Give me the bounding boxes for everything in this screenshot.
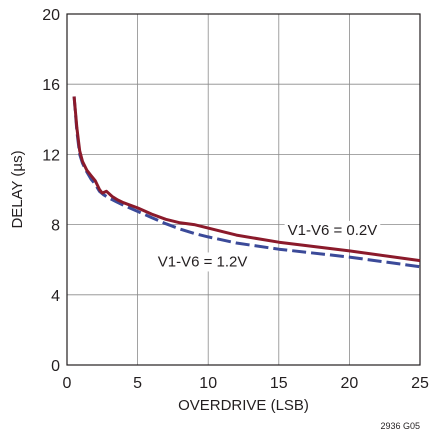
series-label-group: V1-V6 = 1.2V <box>154 252 251 272</box>
y-tick-label: 16 <box>42 77 60 94</box>
series-line-solid <box>72 96 421 263</box>
x-axis-title: OVERDRIVE (LSB) <box>178 397 309 414</box>
grid-lines <box>67 14 420 365</box>
y-tick-label: 12 <box>42 147 60 164</box>
annotation-layer: V1-V6 = 0.2V V1-V6 = 1.2V <box>154 220 381 272</box>
series-label-background <box>154 252 251 272</box>
y-tick-label: 8 <box>51 218 60 235</box>
y-tick-label: 4 <box>51 288 60 305</box>
x-tick-label: 20 <box>341 375 359 392</box>
x-tick-label: 15 <box>270 375 288 392</box>
series-line-dashed <box>72 96 421 269</box>
plot-frame <box>66 13 421 366</box>
x-tick-label: 25 <box>411 375 429 392</box>
series-label: V1-V6 = 1.2V <box>158 253 248 270</box>
y-tick-label: 20 <box>42 7 60 24</box>
series-label-group: V1-V6 = 0.2V <box>284 220 381 240</box>
y-axis-title: DELAY (µs) <box>9 150 26 228</box>
series-label-background <box>284 220 381 240</box>
y-tick-labels: 0 4 8 12 16 20 <box>42 7 60 375</box>
x-tick-label: 10 <box>199 375 217 392</box>
x-tick-label: 0 <box>63 375 72 392</box>
y-tick-label: 0 <box>51 358 60 375</box>
figure-id: 2936 G05 <box>380 421 420 431</box>
series-label: V1-V6 = 0.2V <box>288 222 378 239</box>
series-layer <box>72 96 421 269</box>
x-tick-label: 5 <box>133 375 142 392</box>
x-tick-labels: 0 5 10 15 20 25 <box>63 375 429 392</box>
